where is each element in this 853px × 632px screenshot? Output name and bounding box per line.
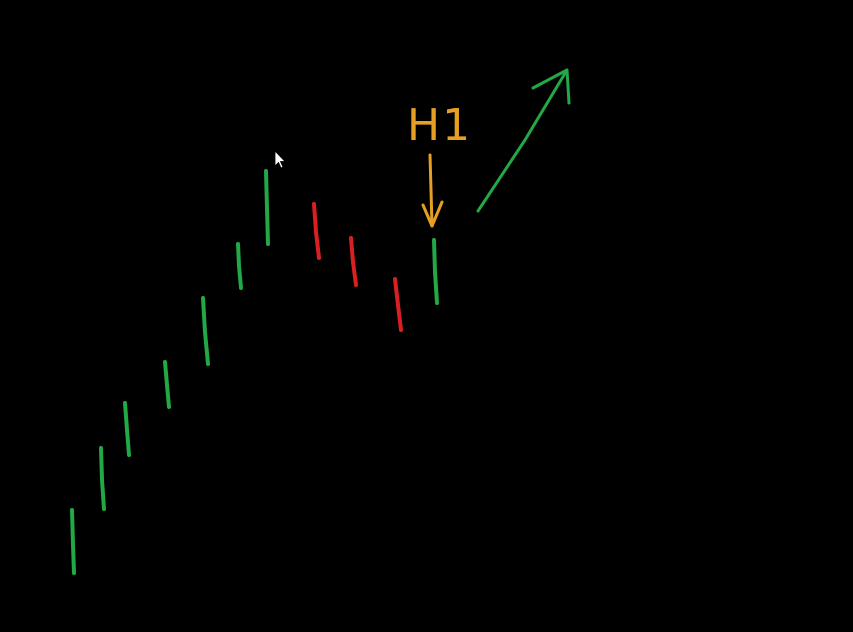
down-bar-1 <box>312 202 321 260</box>
arrow-down-icon <box>421 153 444 228</box>
h1-label: H1 <box>407 100 472 151</box>
down-bars <box>312 202 403 332</box>
up-bar-4 <box>163 360 171 409</box>
up-bar-6 <box>236 242 243 290</box>
down-bar-2 <box>349 236 358 287</box>
up-bar-2 <box>99 446 106 511</box>
arrow-up-right-icon <box>476 68 571 213</box>
up-bar-7 <box>264 169 270 246</box>
up-bar-5 <box>201 296 210 366</box>
up-bar-1 <box>70 508 76 575</box>
up-bars <box>70 169 270 575</box>
down-bar-3 <box>393 277 403 332</box>
mouse-pointer-icon <box>274 150 286 169</box>
up-bar-3 <box>123 401 131 457</box>
signal-bar-h1 <box>432 238 439 305</box>
